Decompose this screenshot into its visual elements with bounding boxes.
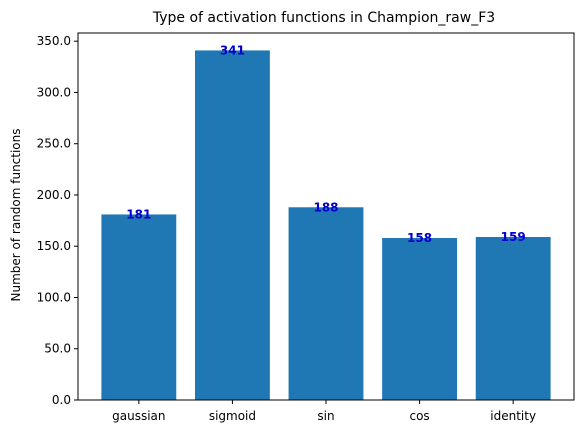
x-tick-label-gaussian: gaussian — [112, 409, 165, 423]
bar-identity — [475, 237, 551, 400]
data-label-identity: 159 — [501, 230, 526, 244]
data-label-sin: 188 — [313, 200, 338, 214]
x-tick-label-sin: sin — [317, 409, 334, 423]
chart-title: Type of activation functions in Champion… — [152, 10, 495, 26]
y-tick-label: 50.0 — [44, 342, 71, 356]
y-tick-label: 200.0 — [37, 188, 71, 202]
x-tick-label-sigmoid: sigmoid — [209, 409, 256, 423]
y-tick-label: 0.0 — [52, 393, 71, 407]
y-tick-label: 250.0 — [37, 137, 71, 151]
bar-cos — [382, 238, 458, 400]
y-tick-label: 100.0 — [37, 290, 71, 304]
y-tick-label: 300.0 — [37, 85, 71, 99]
y-tick-label: 150.0 — [37, 239, 71, 253]
y-tick-label: 350.0 — [37, 34, 71, 48]
data-label-sigmoid: 341 — [220, 43, 245, 57]
x-tick-label-cos: cos — [409, 409, 429, 423]
x-tick-label-identity: identity — [490, 409, 536, 423]
data-label-cos: 158 — [407, 231, 432, 245]
bar-sin — [288, 207, 364, 400]
y-axis-label: Number of random functions — [9, 128, 23, 301]
bar-sigmoid — [194, 50, 270, 401]
plot-frame — [77, 32, 575, 401]
bar-gaussian — [101, 214, 177, 400]
data-label-gaussian: 181 — [126, 207, 151, 221]
